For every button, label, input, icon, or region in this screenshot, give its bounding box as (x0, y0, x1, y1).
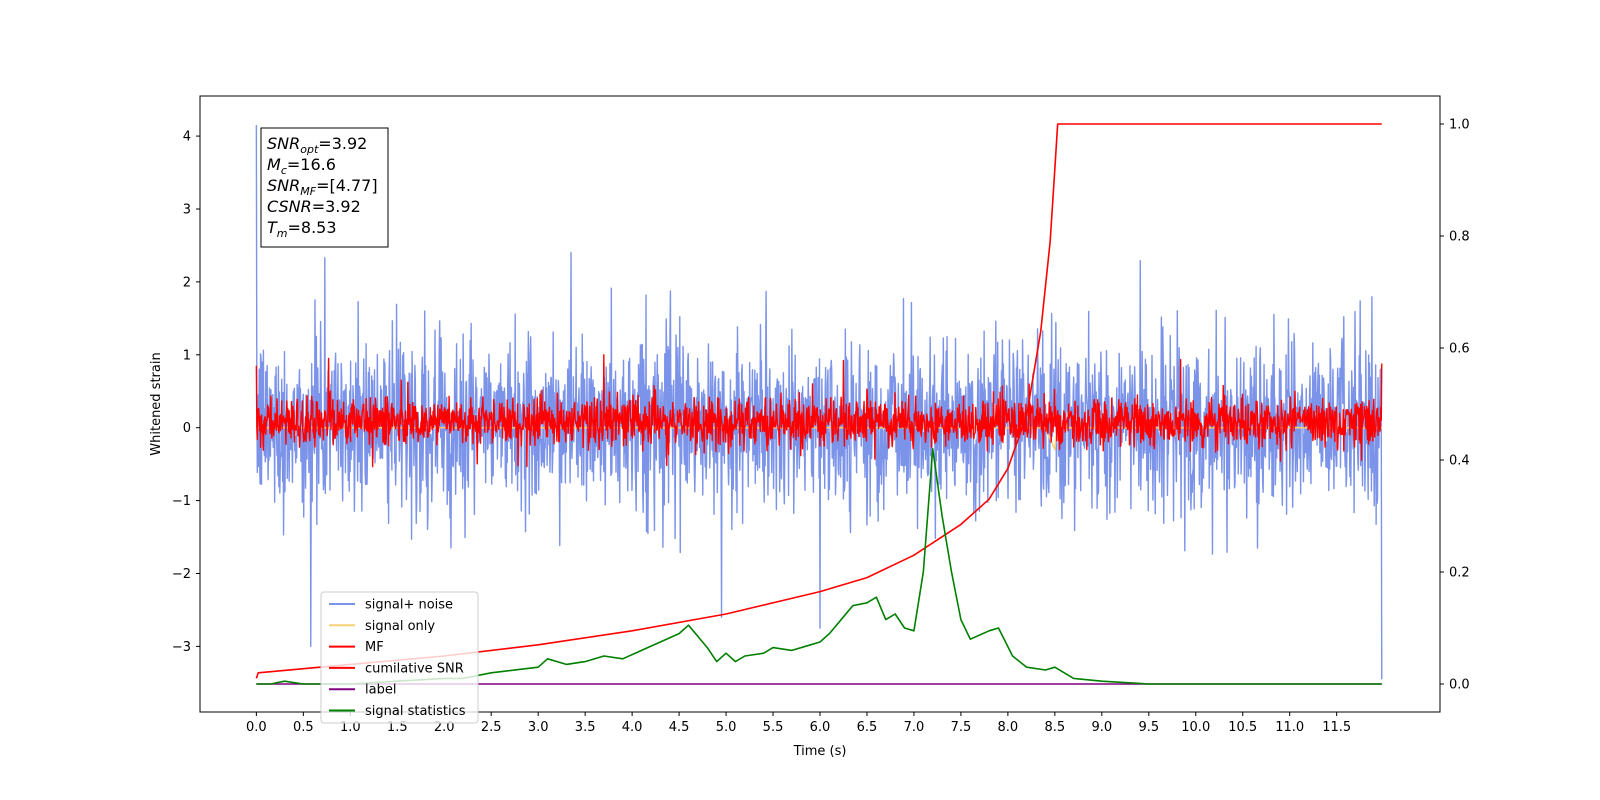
annotation-value: =16.6 (287, 155, 336, 174)
x-tick-label: 3.0 (528, 720, 549, 735)
annotation-sub: MF (300, 185, 316, 198)
y-tick-label: 0 (183, 421, 191, 436)
x-tick-label: 4.0 (622, 720, 643, 735)
series-mf (255, 354, 1383, 468)
legend-label: MF (365, 640, 384, 655)
y2-tick-label: 0.8 (1449, 230, 1470, 245)
x-tick-label: 9.5 (1138, 720, 1159, 735)
x-tick-label: 2.0 (434, 720, 455, 735)
y-tick-label: −3 (172, 640, 191, 655)
x-tick-label: 6.5 (857, 720, 878, 735)
x-tick-label: 5.0 (716, 720, 737, 735)
legend-label: cumilative SNR (365, 661, 464, 676)
annotation-box: SNRopt=3.92Mc=16.6SNRMF=[4.77]CSNR=3.92T… (260, 127, 389, 248)
y2-tick-label: 1.0 (1449, 118, 1470, 133)
x-tick-label: 8.0 (998, 720, 1019, 735)
legend-label: signal statistics (365, 704, 466, 719)
y-tick-label: 2 (183, 275, 191, 290)
annotation-var: M (267, 155, 281, 174)
x-tick-label: 6.0 (810, 720, 831, 735)
y-tick-label: −2 (172, 567, 191, 582)
x-tick-label: 10.5 (1228, 720, 1257, 735)
x-tick-label: 3.5 (575, 720, 596, 735)
legend-label: label (365, 683, 396, 698)
annotation-value: =3.92 (318, 134, 367, 153)
x-tick-label: 4.5 (669, 720, 690, 735)
legend-label: signal only (365, 619, 435, 634)
annotation-value: =3.92 (312, 197, 361, 216)
y2-tick-label: 0.2 (1449, 566, 1470, 581)
x-tick-label: 9.0 (1091, 720, 1112, 735)
annotation-var: SNR (267, 134, 300, 153)
annotation-sub: c (281, 164, 287, 177)
x-tick-label: 2.5 (481, 720, 502, 735)
y-axis-right: 0.0 0.2 0.4 0.6 0.8 1.0 (1440, 118, 1470, 693)
y2-tick-label: 0.0 (1449, 678, 1470, 693)
legend: signal+ noise signal only MF cumilative SNR… (320, 591, 479, 724)
x-tick-label: 1.0 (340, 720, 361, 735)
y-tick-label: −1 (172, 494, 191, 509)
x-tick-label: 5.5 (763, 720, 784, 735)
x-tick-label: 10.0 (1181, 720, 1210, 735)
y-axis-left: −3 −2 −1 0 1 2 3 4 (172, 130, 200, 655)
x-tick-label: 7.5 (951, 720, 972, 735)
x-tick-label: 11.0 (1275, 720, 1304, 735)
annotation-line: Mc=16.6 (267, 155, 336, 177)
annotation-sub: opt (300, 143, 319, 156)
x-tick-label: 11.5 (1322, 720, 1351, 735)
x-tick-label: 1.5 (387, 720, 408, 735)
annotation-sub: m (277, 227, 288, 240)
x-tick-label: 0.0 (246, 720, 267, 735)
series-signal-statistics (256, 448, 1382, 685)
annotation-line: SNRopt=3.92 (267, 134, 367, 156)
series-signal-noise (255, 125, 1383, 680)
y-tick-label: 1 (183, 348, 191, 363)
x-axis: 0.0 0.5 1.0 1.5 2.0 2.5 3.0 3.5 4.0 4.5 5.0 5.5 6.0 6… (246, 712, 1351, 735)
y2-tick-label: 0.4 (1449, 454, 1470, 469)
annotation-line: SNRMF=[4.77] (267, 176, 378, 198)
x-tick-label: 8.5 (1045, 720, 1066, 735)
annotation-value: =8.53 (288, 218, 337, 237)
annotation-var: SNR (267, 176, 300, 195)
y2-tick-label: 0.6 (1449, 342, 1470, 357)
annotation-line: CSNR=3.92 (267, 197, 361, 216)
annotation-line: Tm=8.53 (267, 218, 337, 240)
legend-frame (320, 591, 479, 724)
x-axis-label: Time (s) (793, 744, 847, 759)
y-tick-label: 4 (183, 130, 191, 145)
annotation-frame (260, 127, 389, 248)
legend-label: signal+ noise (365, 598, 453, 613)
annotation-var: T (267, 218, 278, 237)
annotation-value: =[4.77] (316, 176, 378, 195)
y-tick-label: 3 (183, 202, 191, 217)
x-tick-label: 0.5 (293, 720, 314, 735)
x-tick-label: 7.0 (904, 720, 925, 735)
y-axis-label: Whitened strain (149, 352, 164, 455)
annotation-var: CSNR (267, 197, 312, 216)
